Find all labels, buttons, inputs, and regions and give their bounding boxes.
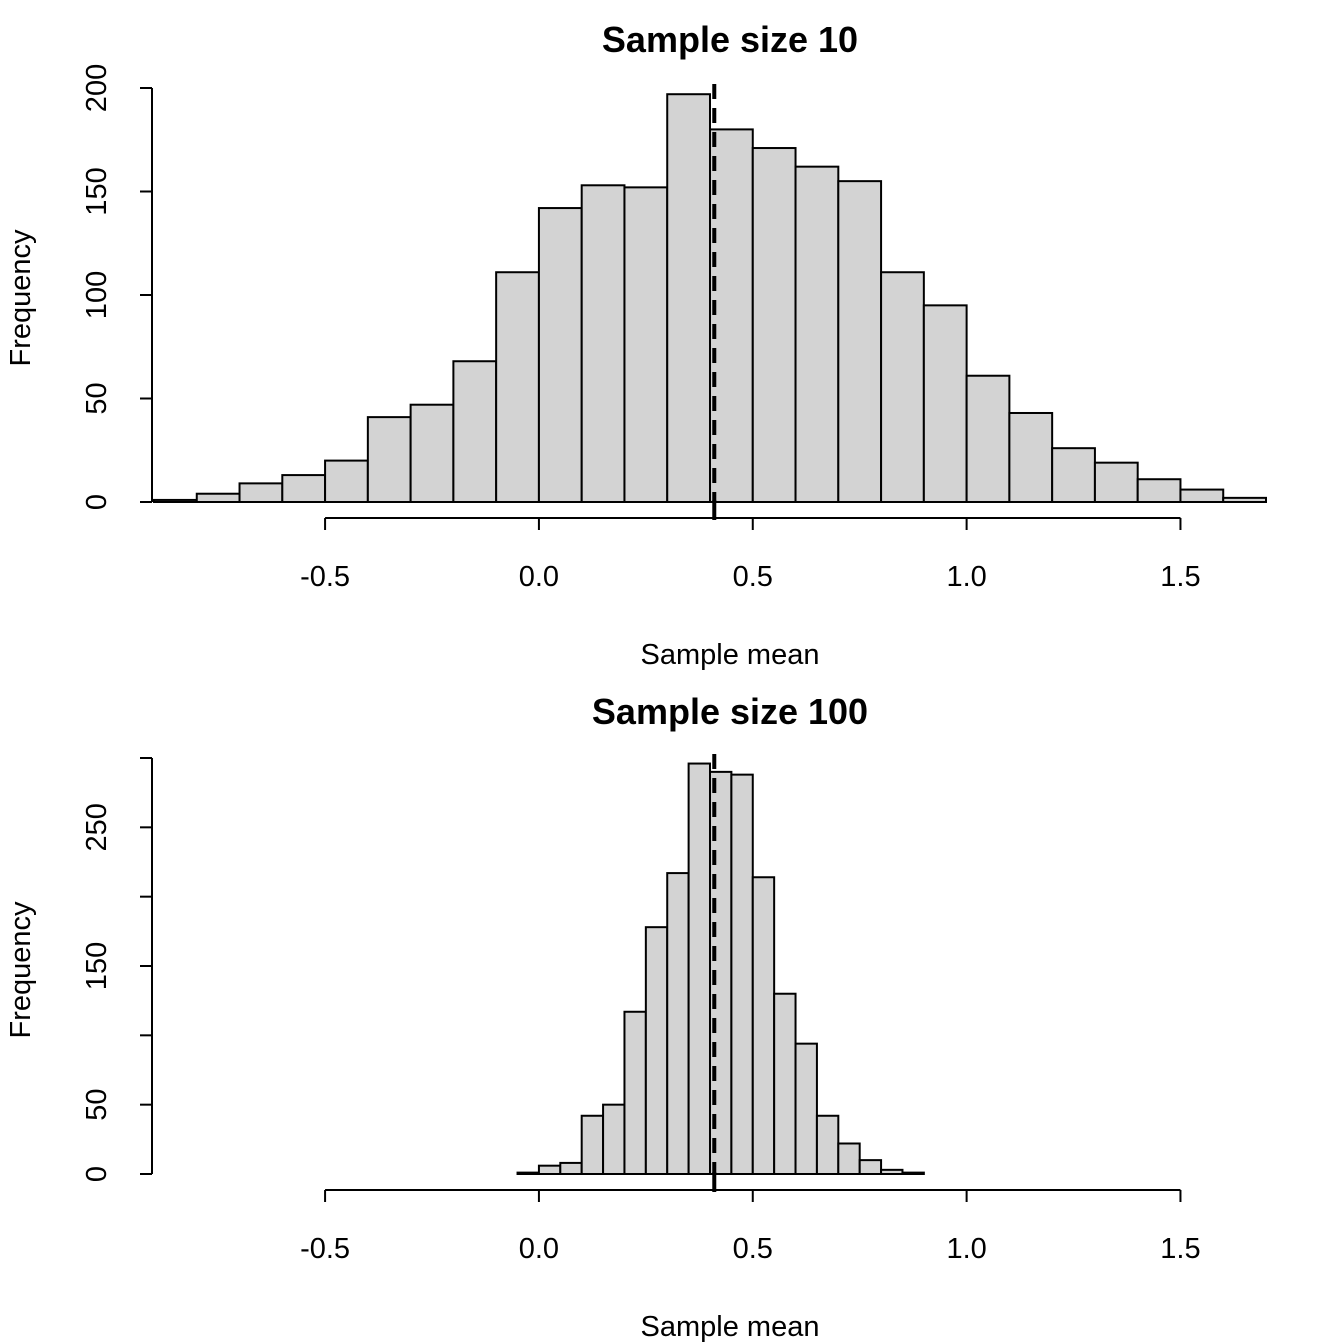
y-axis-label: Frequency [5, 901, 37, 1039]
y-tick-label: 100 [81, 271, 113, 319]
bars [516, 762, 925, 1176]
bar [623, 1010, 647, 1176]
y-tick-label: 150 [81, 167, 113, 215]
bar [516, 1171, 540, 1175]
x-tick-label: 0.5 [733, 1233, 773, 1265]
bar [644, 926, 669, 1175]
bar [837, 1142, 861, 1175]
x-tick-label: -0.5 [300, 561, 350, 593]
bar [195, 492, 241, 504]
bar [1136, 478, 1182, 504]
x-tick-label: -0.5 [300, 1233, 350, 1265]
bar [153, 498, 198, 503]
histogram-sample-size-100: Sample size 100 Frequency Sample mean -0… [5, 691, 1201, 1343]
bar [922, 304, 968, 503]
y-axis: 0 50 100 150 200 [81, 64, 153, 510]
x-tick-label: 1.5 [1160, 1233, 1200, 1265]
bar [1179, 488, 1225, 503]
y-axis: 0 50 150 250 [81, 757, 153, 1182]
histogram-sample-size-10: Sample size 10 Frequency Sample mean -0.… [5, 19, 1267, 671]
x-tick-label: 0.0 [519, 1233, 559, 1265]
x-tick-label: 1.5 [1160, 561, 1200, 593]
y-tick-label: 200 [81, 64, 113, 112]
chart-title: Sample size 100 [592, 691, 868, 732]
bar [580, 1114, 605, 1176]
bar [1051, 447, 1096, 503]
bar [537, 1164, 562, 1176]
x-axis: -0.5 0.0 0.5 1.0 1.5 [300, 1189, 1201, 1265]
bar [495, 271, 540, 504]
bar [666, 872, 690, 1175]
bar [366, 416, 412, 504]
bar [901, 1171, 925, 1175]
bar [794, 165, 840, 503]
bar [730, 773, 754, 1175]
bar [965, 374, 1011, 504]
x-axis-label: Sample mean [641, 639, 820, 671]
bar [751, 147, 797, 503]
bar [1008, 411, 1054, 503]
bar [409, 403, 455, 503]
x-tick-label: 0.0 [519, 561, 559, 593]
bar [858, 1159, 883, 1175]
bar [751, 876, 776, 1176]
chart-title: Sample size 10 [602, 19, 858, 60]
bar [666, 93, 712, 504]
y-tick-label: 250 [81, 803, 113, 851]
bar [837, 180, 883, 503]
x-axis: -0.5 0.0 0.5 1.0 1.5 [300, 517, 1201, 593]
y-axis-label: Frequency [5, 229, 37, 367]
bar [238, 482, 284, 503]
x-tick-label: 1.0 [946, 561, 986, 593]
bar [687, 762, 711, 1176]
bar [794, 1042, 818, 1175]
bar [537, 207, 583, 503]
bar [880, 1168, 904, 1175]
bar [324, 459, 369, 504]
bar [815, 1114, 840, 1176]
y-tick-label: 50 [81, 1089, 113, 1121]
y-tick-label: 0 [81, 494, 113, 510]
bar [880, 271, 925, 504]
y-tick-label: 50 [81, 382, 113, 414]
bar [452, 360, 498, 503]
bar [1222, 496, 1267, 503]
bar [602, 1103, 626, 1175]
y-tick-label: 0 [81, 1166, 113, 1182]
bar [623, 186, 669, 504]
bar [580, 184, 626, 503]
bar [773, 992, 797, 1175]
x-tick-label: 0.5 [733, 561, 773, 593]
bar [709, 128, 754, 503]
x-tick-label: 1.0 [946, 1233, 986, 1265]
bar [281, 474, 327, 503]
y-tick-label: 150 [81, 942, 113, 990]
x-axis-label: Sample mean [641, 1311, 820, 1343]
bar [559, 1161, 583, 1175]
bar [1093, 461, 1139, 504]
bars [153, 93, 1267, 504]
